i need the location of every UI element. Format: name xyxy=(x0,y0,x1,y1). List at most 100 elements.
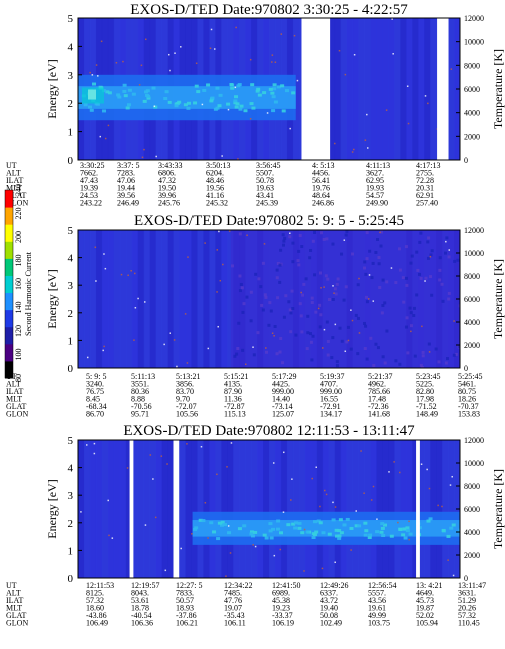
noise-dot xyxy=(153,105,156,107)
band-speckle xyxy=(146,96,151,100)
y2-tick-label: 8000 xyxy=(464,482,480,491)
orbit-cell: 7833. xyxy=(176,589,194,598)
heatmap-speckle xyxy=(268,301,272,305)
heatmap-field xyxy=(78,440,460,578)
noise-dot xyxy=(406,85,409,87)
orbit-cell: 76.75 xyxy=(86,387,104,396)
heatmap-speckle xyxy=(378,286,382,290)
band-speckle xyxy=(237,527,242,531)
noise-dot xyxy=(221,155,223,157)
heatmap-speckle xyxy=(379,244,383,248)
band-speckle xyxy=(145,89,150,93)
orbit-cell: 5:19:37 xyxy=(320,372,344,381)
orbit-cell: 5:23:45 xyxy=(416,372,440,381)
orbit-cell: 3:30:25 xyxy=(80,161,104,170)
heatmap-column xyxy=(101,440,109,578)
orbit-cell: -37.86 xyxy=(176,611,197,620)
heatmap-speckle xyxy=(311,239,315,243)
heatmap-speckle xyxy=(438,268,442,272)
noise-dot xyxy=(140,64,143,67)
y2-tick-label: 0 xyxy=(464,156,468,165)
heatmap-speckle xyxy=(276,296,280,300)
heatmap-column xyxy=(155,440,163,578)
band-speckle xyxy=(364,529,369,533)
orbit-cell: 19.50 xyxy=(158,184,176,193)
band-speckle xyxy=(249,102,254,106)
noise-dot xyxy=(97,75,99,77)
noise-dot xyxy=(219,279,222,282)
noise-dot xyxy=(311,477,313,480)
noise-dot xyxy=(300,291,302,294)
heatmap-speckle xyxy=(291,260,295,264)
band-speckle xyxy=(215,86,220,90)
orbit-cell: 102.49 xyxy=(320,619,342,628)
orbit-row-label: UT xyxy=(6,161,17,170)
orbit-cell: 5225. xyxy=(416,380,434,389)
orbit-cell: 56.41 xyxy=(312,176,330,185)
noise-dot xyxy=(450,68,453,70)
band-speckle xyxy=(131,92,136,96)
y2-tick-label: 6000 xyxy=(464,295,480,304)
orbit-cell: -72.87 xyxy=(224,402,245,411)
heatmap-speckle xyxy=(374,342,378,346)
band-speckle xyxy=(271,109,276,113)
noise-dot xyxy=(332,501,334,504)
heatmap-column xyxy=(310,440,318,578)
band-speckle xyxy=(210,96,215,100)
noise-dot xyxy=(315,466,317,469)
heatmap-speckle xyxy=(319,271,323,275)
heatmap-column xyxy=(328,440,336,578)
orbit-cell: 3:37: 5 xyxy=(117,161,139,170)
heatmap-speckle xyxy=(437,360,441,364)
heatmap-column xyxy=(131,440,139,578)
noise-dot xyxy=(334,506,337,508)
heatmap-speckle xyxy=(264,295,268,299)
heatmap-column xyxy=(400,18,407,160)
band-speckle xyxy=(216,537,221,541)
heatmap-speckle xyxy=(426,240,430,244)
heatmap-column xyxy=(418,18,425,160)
heatmap-speckle xyxy=(424,276,428,280)
orbit-cell: 20.26 xyxy=(458,604,476,613)
heatmap-speckle xyxy=(398,362,402,366)
noise-dot xyxy=(296,79,299,82)
heatmap-speckle xyxy=(238,274,242,278)
orbit-cell: 19.76 xyxy=(312,184,330,193)
orbit-cell: 13:11:47 xyxy=(458,581,486,590)
heatmap-speckle xyxy=(444,361,448,365)
noise-dot xyxy=(353,53,356,56)
y2-tick-label: 12000 xyxy=(464,226,484,235)
noise-dot xyxy=(249,58,252,61)
orbit-cell: 246.86 xyxy=(312,199,334,208)
orbit-cell: 14.40 xyxy=(272,395,290,404)
band-speckle xyxy=(276,519,281,523)
band-speckle xyxy=(297,526,302,530)
colorbar-swatch xyxy=(5,309,13,328)
heatmap-speckle xyxy=(340,252,344,256)
band-speckle xyxy=(174,102,179,106)
band-speckle xyxy=(117,95,122,99)
noise-dot xyxy=(390,267,393,269)
heatmap-speckle xyxy=(345,230,349,234)
noise-dot xyxy=(100,40,103,43)
noise-dot xyxy=(94,246,97,249)
chart-panel-1: EXOS-D/TED Date:970802 3:30:25 - 4:22:57… xyxy=(6,2,505,208)
heatmap-speckle xyxy=(344,233,348,237)
heatmap-column xyxy=(203,440,210,578)
heatmap-speckle xyxy=(306,314,310,318)
band-speckle xyxy=(349,526,354,530)
orbit-cell: 103.75 xyxy=(368,619,390,628)
y-axis-label: Energy [eV] xyxy=(45,479,59,538)
heatmap-speckle xyxy=(309,248,313,252)
heatmap-speckle xyxy=(273,324,277,328)
orbit-cell: 11.36 xyxy=(224,395,242,404)
heatmap-column xyxy=(245,440,252,578)
band-speckle xyxy=(126,103,131,107)
noise-dot xyxy=(453,320,455,322)
band-speckle xyxy=(321,531,326,535)
heatmap-speckle xyxy=(363,266,367,270)
heatmap-column xyxy=(340,18,348,160)
heatmap-speckle xyxy=(281,233,285,237)
band-speckle xyxy=(209,521,214,525)
